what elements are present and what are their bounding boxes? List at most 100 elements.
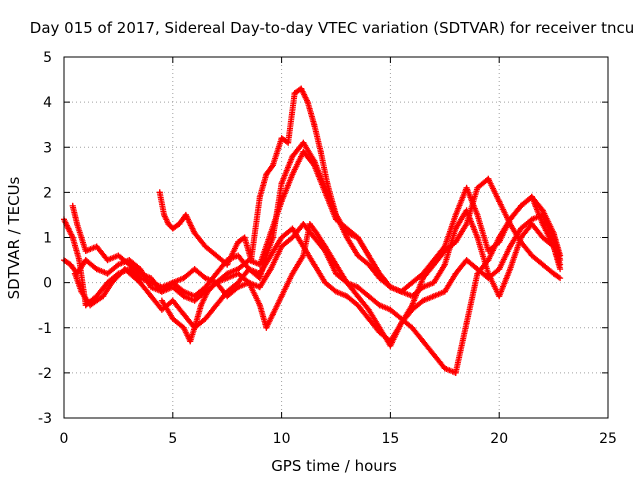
data-point	[343, 229, 350, 236]
data-point	[289, 153, 296, 160]
data-point	[365, 252, 372, 259]
data-point	[365, 315, 372, 322]
data-point	[333, 261, 339, 268]
data-point	[169, 225, 176, 232]
data-point	[121, 266, 128, 273]
data-point	[398, 320, 405, 327]
data-point	[169, 315, 176, 322]
y-axis-label: SDTVAR / TECUs	[5, 176, 23, 299]
data-point	[539, 261, 546, 268]
data-point	[235, 252, 242, 259]
data-point	[550, 270, 557, 277]
data-point	[496, 266, 503, 273]
x-tick-label: 20	[490, 431, 508, 447]
data-point	[256, 284, 263, 291]
data-point	[289, 270, 296, 277]
data-point	[93, 266, 100, 273]
data-point	[420, 338, 427, 345]
data-point	[304, 99, 311, 106]
data-point	[430, 279, 437, 286]
data-point	[269, 311, 276, 318]
data-point	[93, 293, 100, 300]
data-point	[137, 270, 144, 277]
data-point	[224, 270, 231, 277]
data-point	[82, 248, 89, 255]
data-point	[187, 338, 194, 345]
y-tick-label: 0	[43, 276, 52, 292]
data-point	[452, 211, 459, 218]
data-point	[387, 342, 394, 349]
data-point	[256, 193, 263, 200]
data-point	[387, 306, 394, 313]
data-point	[204, 288, 211, 295]
data-point	[202, 275, 209, 282]
data-point	[420, 275, 427, 282]
data-point	[78, 288, 85, 295]
data-point	[148, 275, 155, 282]
data-point	[430, 351, 437, 358]
data-point	[235, 266, 242, 273]
data-point	[507, 266, 514, 273]
data-point	[115, 252, 122, 259]
data-point	[528, 252, 535, 259]
data-point	[87, 302, 94, 309]
data-point	[278, 198, 285, 205]
data-point	[430, 261, 437, 268]
data-point	[180, 324, 187, 331]
series-1-trace	[61, 193, 563, 376]
data-point	[333, 211, 339, 218]
data-point	[285, 139, 292, 146]
data-point	[376, 302, 383, 309]
data-point	[191, 266, 198, 273]
data-point	[289, 234, 296, 241]
data-point	[441, 248, 448, 255]
data-point	[158, 306, 165, 313]
data-point	[224, 293, 231, 300]
data-point	[441, 261, 448, 268]
x-axis-label: GPS time / hours	[271, 457, 397, 475]
data-point	[256, 261, 263, 268]
data-point	[213, 252, 220, 259]
y-tick-label: -3	[38, 411, 52, 427]
data-point	[322, 279, 329, 286]
data-point	[452, 239, 459, 246]
data-point	[180, 275, 187, 282]
axis-ticks: 0 5 10 15 20 25 -3 -2 -1 0 1 2 3 4 5	[38, 50, 617, 447]
data-point	[343, 279, 350, 286]
data-point	[387, 284, 394, 291]
data-point	[161, 211, 168, 218]
data-point	[289, 225, 296, 232]
data-point	[409, 302, 416, 309]
data-point	[267, 229, 274, 236]
data-point	[165, 220, 172, 227]
data-point	[463, 220, 470, 227]
data-point	[176, 220, 183, 227]
data-point	[517, 225, 524, 232]
data-point	[507, 220, 514, 227]
data-point	[69, 234, 76, 241]
y-tick-label: 2	[43, 185, 52, 201]
data-point	[235, 284, 242, 291]
data-point	[74, 220, 81, 227]
data-point	[474, 211, 481, 218]
data-point	[180, 311, 187, 318]
data-point	[539, 220, 546, 227]
data-point	[298, 85, 305, 92]
y-tick-label: 3	[43, 140, 52, 156]
data-point	[267, 266, 274, 273]
data-point	[322, 189, 329, 196]
grid	[64, 57, 608, 418]
data-point	[485, 248, 492, 255]
y-tick-label: -2	[38, 366, 52, 382]
data-point	[158, 297, 165, 304]
data-point	[241, 234, 248, 241]
data-point	[409, 279, 416, 286]
data-point	[100, 293, 107, 300]
data-point	[376, 324, 383, 331]
data-point	[409, 324, 416, 331]
data-point	[263, 324, 270, 331]
data-point	[539, 234, 546, 241]
data-point	[248, 257, 255, 264]
data-point	[278, 180, 285, 187]
data-point	[202, 284, 209, 291]
